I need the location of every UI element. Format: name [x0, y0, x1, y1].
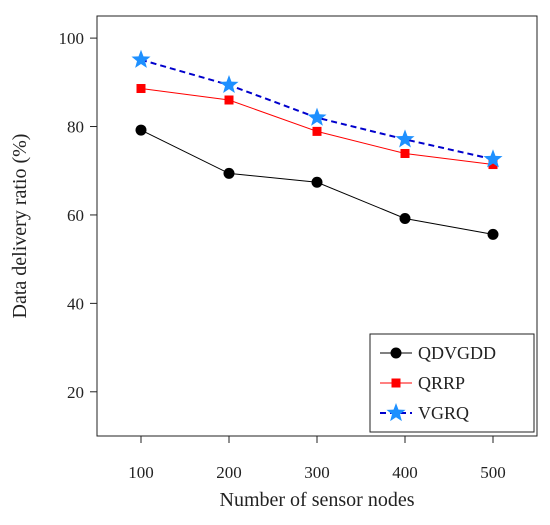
- legend-label-qdvgdd: QDVGDD: [418, 343, 496, 363]
- data-point-qdvgdd: [135, 124, 147, 136]
- x-axis-ticks: 100 200 300 400 500: [128, 436, 506, 482]
- x-tick-label: 100: [128, 463, 154, 482]
- legend-marker-qrrp: [391, 378, 401, 388]
- series-qrrp: [136, 84, 498, 170]
- legend-label-vgrq: VGRQ: [418, 403, 469, 423]
- data-point-qrrp: [312, 126, 322, 136]
- data-point-vgrq: [307, 107, 327, 126]
- series-line-qrrp: [140, 88, 494, 166]
- y-tick-label: 60: [67, 206, 84, 225]
- y-tick-label: 20: [67, 383, 84, 402]
- y-axis-title: Data delivery ratio (%): [9, 134, 31, 319]
- data-point-vgrq: [131, 49, 151, 68]
- legend-item-vgrq: VGRQ: [380, 403, 469, 423]
- y-axis-ticks: 20 40 60 80 100: [59, 29, 97, 402]
- data-point-qrrp: [488, 160, 498, 170]
- data-point-vgrq: [483, 149, 503, 168]
- x-tick-label: 300: [304, 463, 330, 482]
- data-point-vgrq: [395, 129, 415, 148]
- data-point-qdvgdd: [223, 167, 235, 179]
- series-qdvgdd: [135, 124, 499, 240]
- data-point-qdvgdd: [399, 212, 411, 224]
- x-tick-label: 500: [480, 463, 506, 482]
- x-tick-label: 200: [216, 463, 242, 482]
- legend-marker-vgrq: [386, 403, 406, 422]
- data-point-vgrq: [219, 74, 239, 94]
- legend-label-qrrp: QRRP: [418, 373, 465, 393]
- series-vgrq: [131, 49, 503, 168]
- x-tick-label: 400: [392, 463, 418, 482]
- data-point-qrrp: [224, 95, 234, 105]
- y-tick-label: 80: [67, 118, 84, 137]
- y-tick-label: 40: [67, 294, 84, 313]
- legend-marker-qdvgdd: [390, 347, 402, 359]
- y-tick-label: 100: [59, 29, 85, 48]
- data-point-qrrp: [400, 148, 410, 158]
- x-axis-title: Number of sensor nodes: [220, 489, 415, 511]
- data-point-qdvgdd: [311, 176, 323, 188]
- series-layer: [131, 49, 503, 240]
- data-point-qdvgdd: [487, 228, 499, 240]
- legend-item-qrrp: QRRP: [380, 373, 465, 393]
- data-point-qrrp: [136, 84, 146, 94]
- legend: QDVGDD QRRP VGRQ: [369, 333, 535, 433]
- legend-item-qdvgdd: QDVGDD: [380, 343, 496, 363]
